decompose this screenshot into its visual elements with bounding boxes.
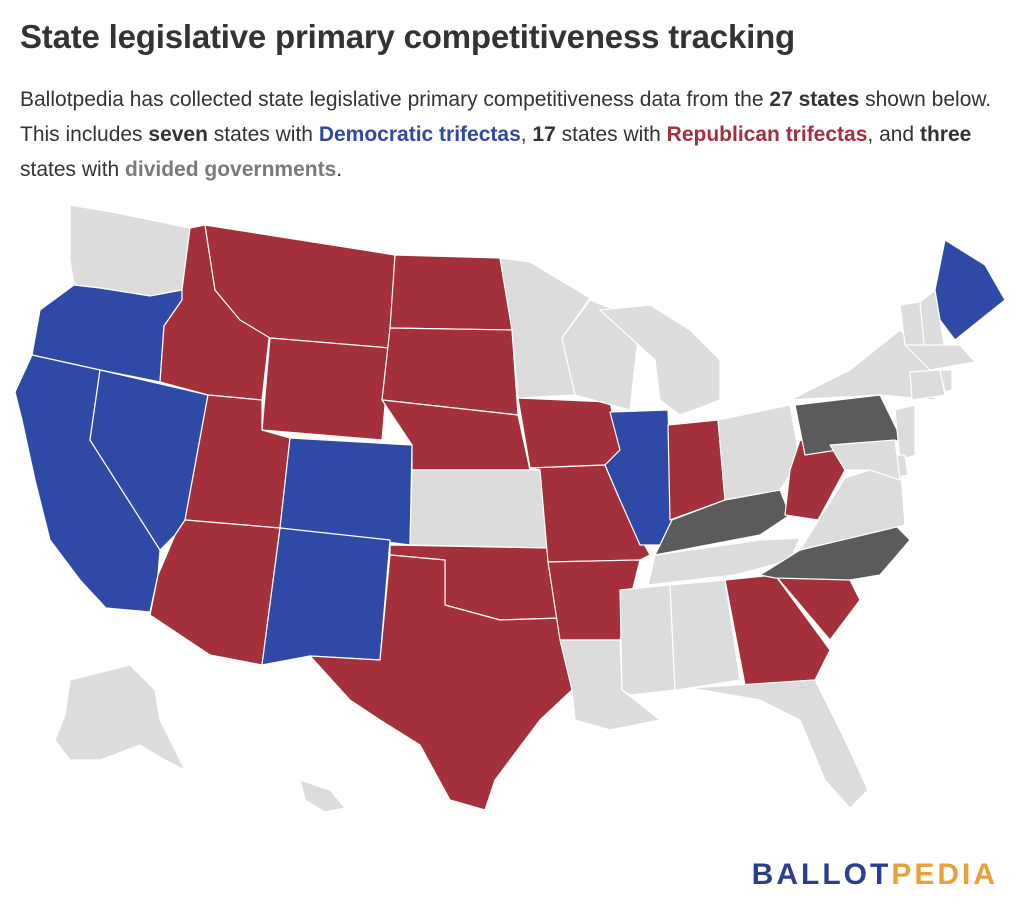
div-count: three [919,123,972,146]
ballotpedia-logo: BALLOTPEDIA [752,858,998,892]
state-MI [599,304,721,416]
subtitle-text-6: , and [867,123,920,146]
page-subtitle: Ballotpedia has collected state legislat… [20,82,1010,187]
state-AL [669,579,741,691]
state-TX [309,554,573,811]
state-NM [261,527,391,666]
state-LA [559,639,661,731]
state-WY [261,337,391,441]
state-NJ [894,404,916,461]
subtitle-text-7: states with [20,158,126,181]
states-count: 27 states [769,88,860,111]
state-KS [409,469,549,549]
subtitle-text-1: Ballotpedia has collected state legislat… [20,88,770,111]
us-states-map [14,204,1006,813]
republican-trifectas-label: Republican trifectas [666,123,868,146]
logo-part-ballot: BALLOT [751,858,892,891]
state-AK [54,664,186,771]
state-WA [69,204,191,297]
subtitle-text-2: shown below. This includes [20,88,992,146]
logo-part-pedia: PEDIA [891,858,998,891]
subtitle-text-8: . [336,158,343,181]
state-ME [934,239,1006,341]
state-IA [517,397,621,469]
rep-count: 17 [532,123,556,146]
state-ND [389,254,513,331]
state-CO [279,437,413,546]
state-AZ [149,519,281,666]
subtitle-text-4: , [520,123,533,146]
state-RI [939,369,953,393]
state-CT [909,369,946,401]
state-KY [654,489,791,556]
state-MS [619,584,676,696]
state-FL [689,679,869,809]
dem-count: seven [148,123,208,146]
state-MA [904,344,976,371]
state-MD [829,439,901,481]
divided-governments-label: divided governments [125,158,337,181]
subtitle-text-3: states with [207,123,319,146]
state-HI [299,779,346,813]
subtitle-text-5: states with [555,123,667,146]
democratic-trifectas-label: Democratic trifectas [318,123,521,146]
page-title: State legislative primary competitivenes… [20,18,795,55]
